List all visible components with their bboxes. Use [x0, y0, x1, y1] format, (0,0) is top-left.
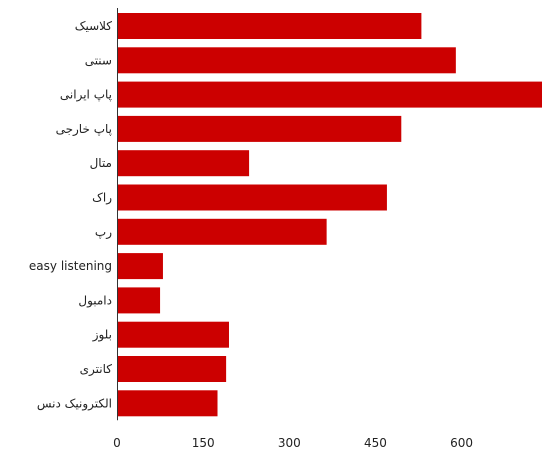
category-label-0: کلاسیک	[75, 19, 113, 33]
bar-10	[117, 356, 227, 382]
category-label-5: راک	[92, 191, 112, 206]
category-label-10: کانتری	[80, 362, 113, 377]
bar-3	[117, 115, 402, 142]
category-label-7: easy listening	[29, 259, 112, 273]
bar-6	[117, 218, 327, 245]
bar-4	[117, 150, 250, 177]
bar-0	[117, 13, 422, 39]
x-tick-labels: 0 150 300 450 600	[113, 436, 473, 450]
bar-1	[117, 47, 456, 74]
category-label-11: الکترونیک دنس	[37, 396, 112, 411]
category-label-4: متال	[90, 156, 112, 170]
x-tick-label-2: 300	[278, 436, 301, 450]
category-label-8: دامبول	[78, 293, 112, 308]
category-label-3: پاپ خارجی	[56, 122, 112, 137]
x-tick-label-1: 150	[192, 436, 215, 450]
x-tick-label-3: 450	[364, 436, 387, 450]
category-label-2: پاپ ایرانی	[60, 88, 112, 103]
category-label-1: سنتی	[85, 53, 112, 67]
bar-8	[117, 287, 161, 314]
bars-group	[117, 13, 542, 417]
bar-7	[117, 253, 163, 280]
bar-9	[117, 321, 229, 348]
category-labels: کلاسیک سنتی پاپ ایرانی پاپ خارجی متال راک رپ ea…	[29, 19, 112, 411]
category-label-6: رپ	[95, 225, 112, 240]
bar-2	[117, 81, 542, 108]
x-tick-label-4: 600	[450, 436, 473, 450]
bar-5	[117, 184, 387, 211]
bar-11	[117, 390, 218, 417]
x-tick-label-0: 0	[113, 436, 121, 450]
category-label-9: بلوز	[92, 328, 112, 343]
